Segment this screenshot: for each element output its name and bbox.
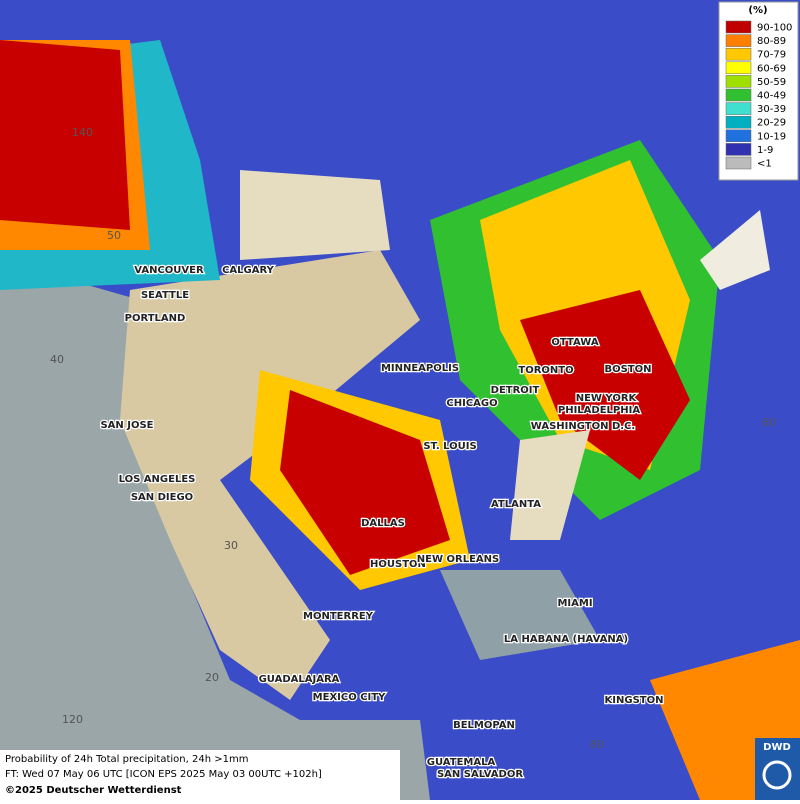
city-label: LOS ANGELES bbox=[119, 474, 196, 485]
grid-label: 40 bbox=[50, 353, 64, 366]
grid-label: 120 bbox=[62, 713, 83, 726]
city-label: MIAMI bbox=[557, 598, 592, 609]
city-label: SEATTLE bbox=[141, 290, 189, 301]
legend-swatch bbox=[725, 75, 752, 88]
city-label: HOUSTON bbox=[370, 559, 426, 570]
grid-label: 60 bbox=[762, 416, 776, 429]
legend-label: 10-19 bbox=[757, 131, 786, 142]
city-label: VANCOUVER bbox=[134, 265, 204, 276]
legend-swatch bbox=[725, 156, 752, 170]
city-label: BELMOPAN bbox=[453, 720, 515, 731]
legend-label: 80-89 bbox=[757, 36, 786, 47]
cities: VANCOUVER CALGARY SEATTLE PORTLAND SAN JOSE L… bbox=[99, 264, 665, 782]
city-label: NEW ORLEANS bbox=[417, 554, 499, 565]
legend-swatch bbox=[725, 102, 752, 115]
legend-label: 60-69 bbox=[757, 63, 786, 74]
logo-icon bbox=[762, 760, 792, 790]
city-label: MINNEAPOLIS bbox=[381, 363, 459, 374]
legend-swatch bbox=[725, 34, 752, 47]
city-label: BOSTON bbox=[604, 364, 651, 375]
city-label: ATLANTA bbox=[491, 499, 541, 510]
city-label: WASHINGTON D.C. bbox=[531, 421, 635, 432]
footer-line: ©2025 Deutscher Wetterdienst bbox=[5, 785, 182, 796]
city-label: ST. LOUIS bbox=[423, 441, 476, 452]
grid-label: 80 bbox=[590, 738, 604, 751]
legend-title: (%) bbox=[748, 5, 767, 16]
legend-label: 40-49 bbox=[757, 91, 786, 102]
legend-swatch bbox=[725, 115, 752, 129]
city-label: SAN SALVADOR bbox=[437, 769, 523, 780]
footer-box bbox=[0, 750, 400, 800]
grid-label: 30 bbox=[224, 539, 238, 552]
city-label: NEW YORK bbox=[576, 393, 638, 404]
legend-swatch bbox=[725, 88, 752, 102]
city-label: DETROIT bbox=[491, 385, 540, 396]
city-label: LA HABANA (HAVANA) bbox=[504, 634, 628, 645]
city-label: OTTAWA bbox=[551, 337, 598, 348]
city-label: GUATEMALA bbox=[427, 757, 496, 768]
legend-swatch bbox=[725, 20, 752, 34]
grid-label: 50 bbox=[107, 229, 121, 242]
legend-swatch bbox=[725, 129, 752, 143]
city-label: GUADALAJARA bbox=[259, 674, 340, 685]
footer-line: FT: Wed 07 May 06 UTC [ICON EPS 2025 May… bbox=[5, 769, 322, 780]
legend-swatch bbox=[725, 47, 752, 61]
grid-label: 20 bbox=[205, 671, 219, 684]
grid-label: 140 bbox=[72, 126, 93, 139]
legend-label: 1-9 bbox=[757, 145, 773, 156]
city-label: SAN JOSE bbox=[100, 420, 153, 431]
logo: DWD bbox=[763, 742, 791, 753]
legend-label: 70-79 bbox=[757, 50, 786, 61]
legend-label: <1 bbox=[757, 159, 772, 170]
legend-swatch bbox=[725, 143, 752, 156]
legend-label: 50-59 bbox=[757, 77, 786, 88]
field bbox=[0, 40, 800, 800]
logo-box bbox=[755, 738, 800, 800]
city-label: TORONTO bbox=[518, 365, 573, 376]
legend-label: 30-39 bbox=[757, 104, 786, 115]
city-label: PORTLAND bbox=[125, 313, 186, 324]
legend-label: 20-29 bbox=[757, 118, 786, 129]
city-label: PHILADELPHIA bbox=[558, 405, 640, 416]
city-label: MEXICO CITY bbox=[313, 692, 386, 703]
legend-label: 90-100 bbox=[757, 23, 792, 34]
city-label: MONTERREY bbox=[303, 611, 374, 622]
city-label: KINGSTON bbox=[605, 695, 664, 706]
grid-labels: 140 50 40 30 20 120 60 80 bbox=[50, 126, 776, 751]
city-label: SAN DIEGO bbox=[131, 492, 193, 503]
footer-line: Probability of 24h Total precipitation, … bbox=[5, 754, 248, 765]
legend: (%) 90-100 80-89 70-79 60-69 50-59 40-49 30-39… bbox=[718, 1, 799, 181]
legend-swatch bbox=[725, 61, 752, 75]
city-label: CHICAGO bbox=[446, 398, 497, 409]
city-label: CALGARY bbox=[222, 265, 275, 276]
city-label: DALLAS bbox=[361, 518, 405, 529]
